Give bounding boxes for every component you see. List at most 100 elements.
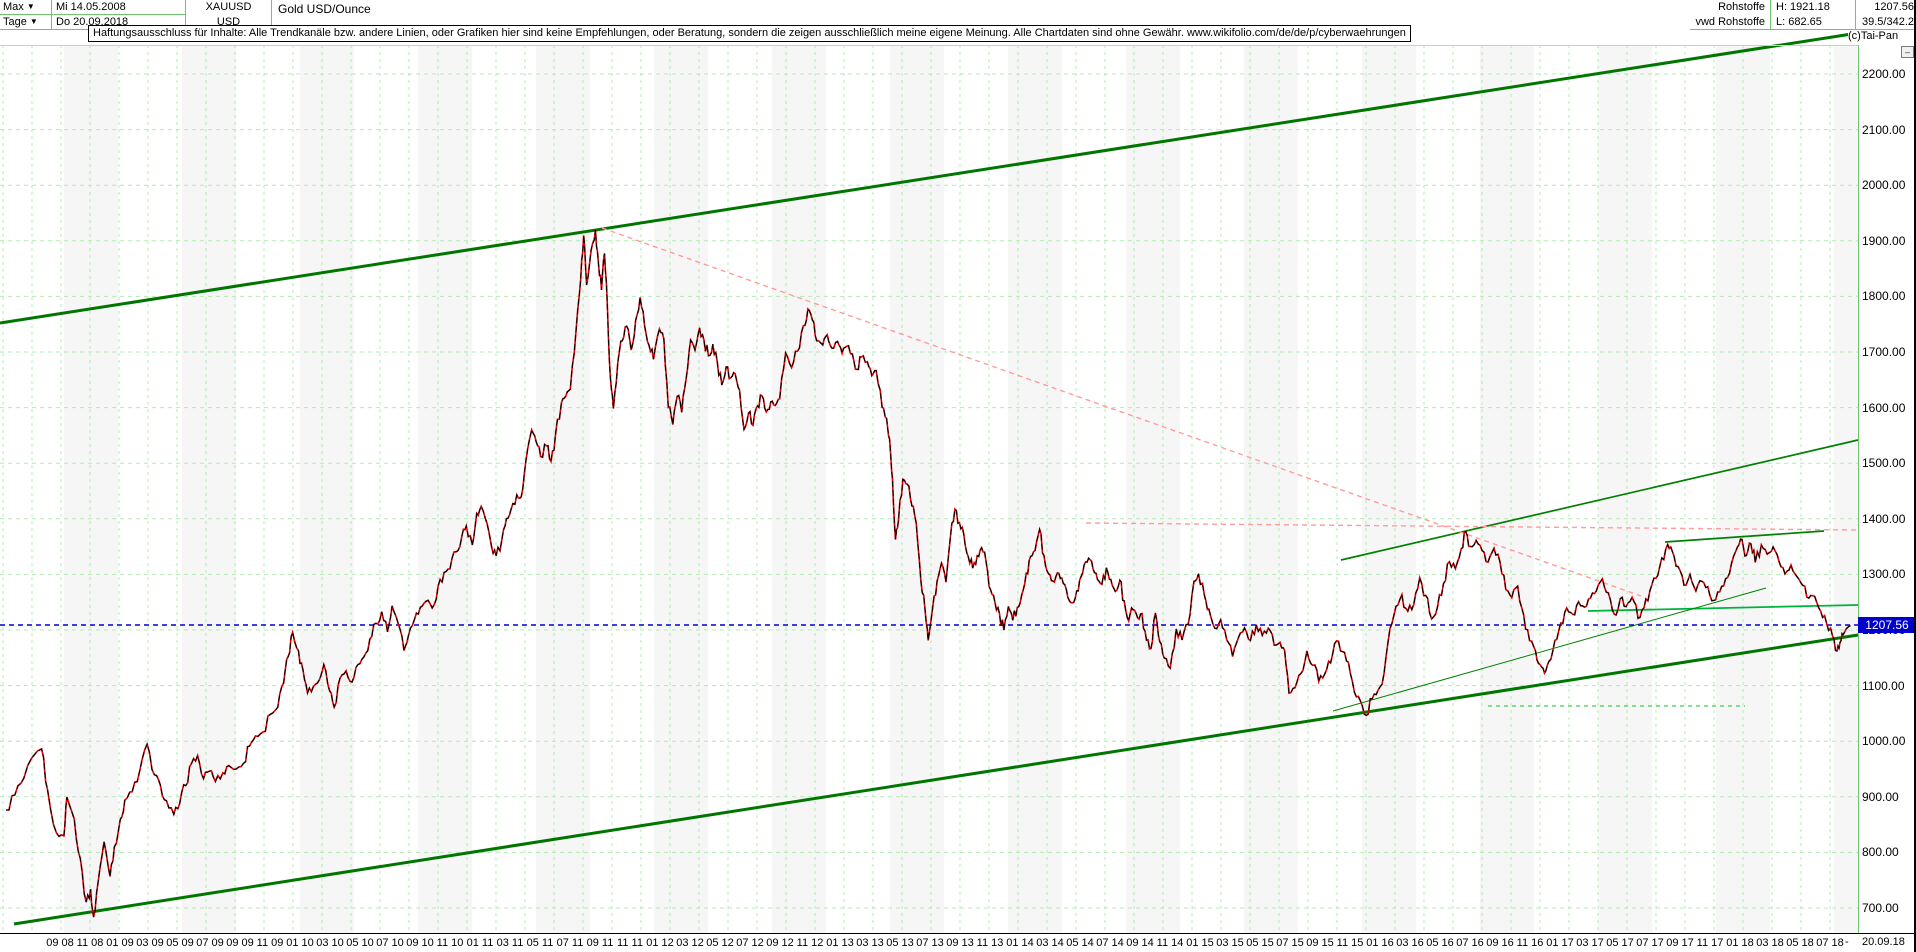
x-tick-label: 07 14 <box>1096 937 1124 949</box>
x-tick-label: 03 16 <box>1396 937 1424 949</box>
instrument-title: Gold USD/Ounce <box>278 2 371 16</box>
minimize-icon[interactable]: – <box>1901 46 1914 58</box>
x-tick-label: 01 10 <box>286 937 314 949</box>
x-tick-label: 09 12 <box>766 937 794 949</box>
last-price-label: 1207.56 <box>1855 0 1914 15</box>
x-tick-label: 07 17 <box>1636 937 1664 949</box>
chevron-down-icon: ▼ <box>26 2 35 11</box>
x-tick-label: 05 12 <box>706 937 734 949</box>
x-tick-label: 01 17 <box>1546 937 1574 949</box>
trendline-channel-upper[interactable] <box>0 31 1859 325</box>
x-tick-label: 11 12 <box>796 937 824 949</box>
y-axis-line <box>1858 45 1859 933</box>
x-tick-label: 11 17 <box>1696 937 1724 949</box>
x-tick-label: 07 18 <box>1816 937 1844 949</box>
y-tick-label: 1000.00 <box>1862 734 1906 749</box>
x-tick-label: 05 15 <box>1246 937 1274 949</box>
y-tick-label: 2200.00 <box>1862 67 1906 81</box>
x-tick-label: 07 15 <box>1276 937 1304 949</box>
x-tick-label: 01 16 <box>1366 937 1394 949</box>
x-axis-line <box>0 933 1914 934</box>
price-series-red <box>6 229 1851 918</box>
x-tick-label: 01 09 <box>106 937 134 949</box>
market-group-label: Rohstoffe <box>1690 0 1770 15</box>
trendline-channel-lower[interactable] <box>13 633 1859 926</box>
x-tick-label: 07 13 <box>916 937 944 949</box>
disclaimer-box: Haftungsausschluss für Inhalte: Alle Tre… <box>88 25 1411 42</box>
x-tick-label: 09 17 <box>1666 937 1694 949</box>
x-tick-label: 03 09 <box>136 937 164 949</box>
x-tick-label: 09 11 <box>586 937 614 949</box>
x-tick-label: 11 09 <box>256 937 284 949</box>
x-tick-label: 03 15 <box>1216 937 1244 949</box>
x-tick-label: 07 12 <box>736 937 764 949</box>
trendline-top-flat-2018[interactable] <box>1664 530 1825 543</box>
x-tick-label: 05 16 <box>1426 937 1454 949</box>
period-selector-dropdown[interactable]: Tage ▼ <box>0 15 52 30</box>
trendline-pink-diagonal[interactable] <box>601 227 1642 597</box>
x-tick-label: 01 12 <box>646 937 674 949</box>
y-tick-label: 1800.00 <box>1862 289 1906 304</box>
y-tick-label: 1300.00 <box>1862 567 1906 582</box>
x-tick-label: 11 14 <box>1156 937 1184 949</box>
x-tick-label: 03 14 <box>1036 937 1064 949</box>
x-tick-label: 03 12 <box>676 937 704 949</box>
current-price-tag: 1207.56 <box>1858 617 1914 633</box>
trendline-support-bright[interactable] <box>1587 604 1859 612</box>
range-selector-dropdown[interactable]: Max ▼ <box>0 0 52 15</box>
x-tick-label: 03 17 <box>1576 937 1604 949</box>
x-tick-label: 03 10 <box>316 937 344 949</box>
trendline-thin-rising[interactable] <box>1332 587 1767 712</box>
date-from: Mi 14.05.2008 <box>52 0 186 15</box>
market-source-label: vwd Rohstoffe <box>1690 15 1770 30</box>
x-tick-label: 07 16 <box>1456 937 1484 949</box>
x-tick-label: 11 13 <box>976 937 1004 949</box>
trendline-pink-flat[interactable] <box>1085 522 1859 531</box>
x-tick-label: 03 18 <box>1756 937 1784 949</box>
x-tick-label: 01 18 <box>1726 937 1754 949</box>
x-tick-label: 05 14 <box>1066 937 1094 949</box>
x-tick-label: 09 13 <box>946 937 974 949</box>
price-series[interactable] <box>6 229 1851 918</box>
y-tick-label: 2000.00 <box>1862 178 1906 193</box>
x-axis-end-dash: - <box>1845 936 1849 948</box>
x-tick-label: 05 11 <box>526 937 554 949</box>
x-tick-label: 09 10 <box>406 937 434 949</box>
x-tick-label: 01 14 <box>1006 937 1034 949</box>
x-tick-label: 09 16 <box>1486 937 1514 949</box>
y-tick-label: 1400.00 <box>1862 511 1906 526</box>
x-tick-label: 09 14 <box>1126 937 1154 949</box>
x-tick-label: 05 09 <box>166 937 194 949</box>
x-tick-label: 01 15 <box>1186 937 1214 949</box>
x-tick-label: 11 08 <box>76 937 104 949</box>
range-info-label: 39.5/342.2 <box>1855 15 1914 30</box>
chevron-down-icon: ▼ <box>29 17 38 26</box>
x-tick-label: 11 10 <box>436 937 464 949</box>
y-tick-label: 1900.00 <box>1862 233 1906 248</box>
x-tick-label: 03 13 <box>856 937 884 949</box>
x-tick-label: 01 11 <box>466 937 494 949</box>
y-tick-label: 700.00 <box>1862 901 1899 915</box>
y-tick-label: 1600.00 <box>1862 400 1906 415</box>
x-tick-label: 01 13 <box>826 937 854 949</box>
x-tick-label: 07 10 <box>376 937 404 949</box>
taipan-watermark: (c)Tai-Pan <box>1848 30 1914 42</box>
x-tick-label: 05 18 <box>1786 937 1814 949</box>
x-tick-label: 11 11 <box>617 937 643 949</box>
alltime-high-label: H: 1921.18 <box>1770 0 1855 15</box>
x-tick-label: 07 09 <box>196 937 224 949</box>
x-tick-label: 09 08 <box>46 937 74 949</box>
x-tick-label: 05 13 <box>886 937 914 949</box>
x-tick-label: 09 09 <box>226 937 254 949</box>
x-tick-label: 09 15 <box>1306 937 1334 949</box>
plot-top-border <box>0 45 1858 46</box>
x-tick-label: 07 11 <box>556 937 584 949</box>
y-tick-label: 1500.00 <box>1862 456 1906 471</box>
alltime-low-label: L: 682.65 <box>1770 15 1855 30</box>
x-tick-label: 05 17 <box>1606 937 1634 949</box>
trendline-resistance-rising[interactable] <box>1340 439 1859 561</box>
y-tick-label: 1700.00 <box>1862 345 1906 359</box>
symbol-label: XAUUSD <box>186 0 272 15</box>
